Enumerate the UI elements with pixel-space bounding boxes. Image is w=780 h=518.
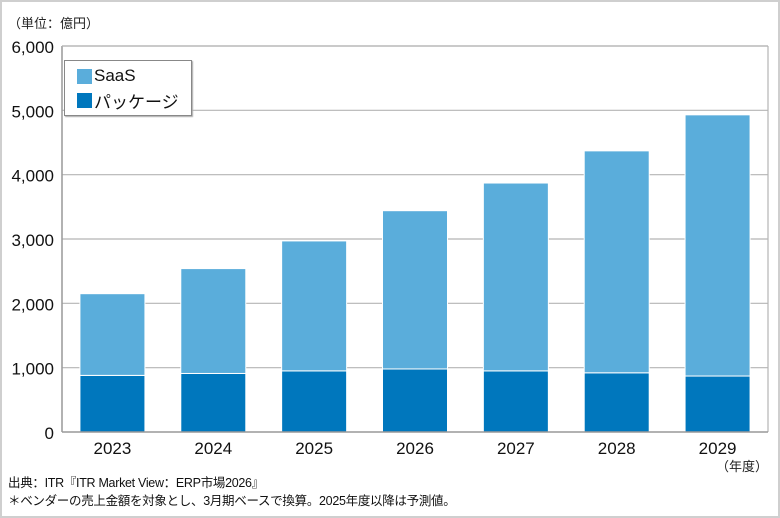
y-tick-label: 4,000 — [11, 167, 54, 186]
legend-label-saas: SaaS — [94, 66, 136, 85]
x-tick-label: 2023 — [94, 439, 132, 458]
y-tick-label: 1,000 — [11, 360, 54, 379]
bar-package-2027 — [482, 370, 549, 433]
bar-saas-2023 — [79, 293, 146, 376]
bar-package-2028 — [583, 372, 650, 433]
bar-package-2023 — [79, 374, 146, 433]
x-tick-label: 2029 — [699, 439, 737, 458]
y-tick-label: 6,000 — [11, 38, 54, 57]
bar-saas-2027 — [482, 182, 549, 372]
y-tick-label: 2,000 — [11, 295, 54, 314]
bar-package-2025 — [281, 370, 348, 433]
bar-package-2029 — [684, 375, 751, 433]
y-tick-label: 0 — [45, 424, 54, 443]
bar-saas-2028 — [583, 150, 650, 374]
footnote: ＊ベンダーの売上金額を対象とし、3月期ベースで換算。2025年度以降は予測値。 — [8, 494, 456, 508]
legend-label-package: パッケージ — [94, 93, 179, 112]
x-tick-label: 2026 — [396, 439, 434, 458]
legend-swatch-saas — [77, 68, 92, 84]
x-tick-label: 2027 — [497, 439, 535, 458]
source-note: 出典：ITR『ITR Market View：ERP市場2026』 — [8, 476, 264, 490]
y-tick-label: 3,000 — [11, 231, 54, 250]
bar-package-2024 — [180, 372, 247, 433]
legend: SaaS パッケージ — [64, 60, 192, 116]
legend-item-saas: SaaS — [77, 66, 136, 86]
x-tick-label: 2028 — [598, 439, 636, 458]
bar-saas-2026 — [382, 210, 448, 370]
x-tick-label: 2025 — [295, 439, 333, 458]
y-tick-label: 5,000 — [11, 102, 54, 121]
bar-package-2026 — [382, 368, 448, 433]
x-tick-label: 2024 — [194, 439, 232, 458]
x-unit-label: （年度） — [715, 459, 768, 474]
bar-saas-2024 — [180, 268, 247, 374]
legend-swatch-package — [77, 93, 92, 108]
bar-saas-2025 — [281, 240, 348, 372]
y-unit-label: （単位：億円） — [8, 16, 100, 31]
legend-item-package: パッケージ — [77, 88, 179, 113]
bar-saas-2029 — [684, 114, 751, 377]
